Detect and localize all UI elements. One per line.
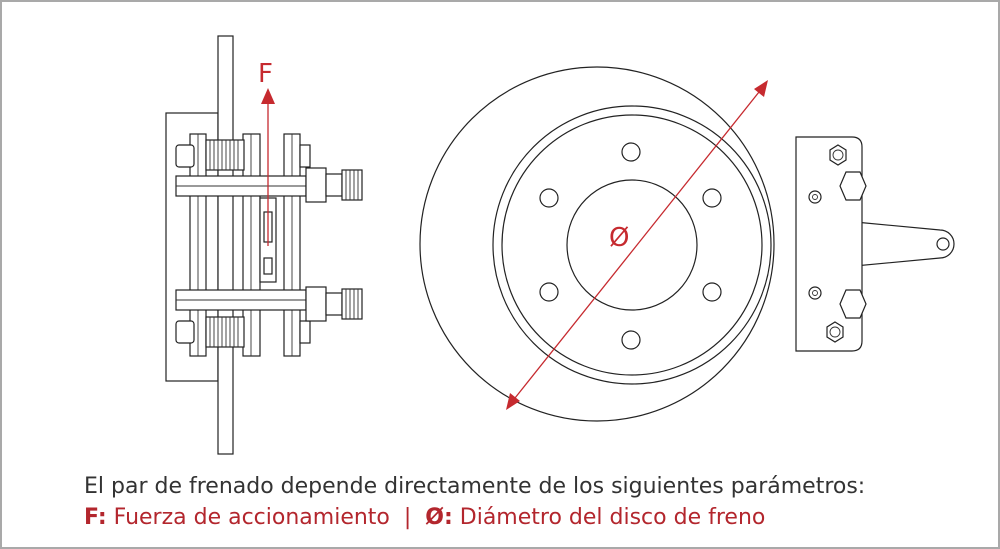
caliper-bolt-upper [839,171,867,201]
disc-side-view [217,35,234,455]
adjust-nut-upper [305,167,327,203]
force-description: Fuerza de accionamiento [106,505,390,530]
adjust-washer-lower [325,292,343,316]
diameter-arrow-head-lower [506,393,520,410]
bolt-hole-6 [539,188,559,208]
nut-lower-inner [299,320,311,344]
bolt-hole-4 [621,330,641,350]
disc-hub-ring-inner [501,114,763,376]
caliper-arm [854,221,955,267]
adjust-washer-upper [325,173,343,197]
caliper-pin-upper [808,190,822,204]
diameter-description: Diámetro del disco de freno [452,505,766,530]
caliper-body [795,136,863,352]
force-arrow-head [261,88,275,104]
caption-separator: | [389,505,426,530]
nut-upper-inner [299,144,311,168]
disc-hub-ring-outer [492,105,772,385]
adjust-nut-lower [305,286,327,322]
caliper-pin-lower [808,286,822,300]
diameter-label: Ø [609,223,629,253]
brake-disc [419,66,775,422]
piston-slot-lower [263,257,273,275]
bolt-head-lower-left [175,320,195,344]
bolt-hole-3 [702,282,722,302]
force-label: F [258,59,273,89]
caliper-nut-top [829,144,847,166]
caliper-nut-bottom [826,321,844,343]
caption-line-2: F: Fuerza de accionamiento | Ø: Diámetro… [84,505,765,530]
caliper-bar-2 [242,133,261,357]
caliper-arm-hole [936,237,950,251]
bolt-hole-5 [539,282,559,302]
bolt-hole-1 [621,142,641,162]
caliper-side-view: F [165,35,363,455]
diameter-arrow [514,91,760,399]
diameter-key: Ø: [425,505,453,530]
caliper-bolt-lower [839,289,867,319]
adjust-bolt-upper [341,169,363,201]
bolt-head-upper-left [175,144,195,168]
bolt-hole-2 [702,188,722,208]
caption-line-1: El par de frenado depende directamente d… [84,474,866,499]
force-key: F: [84,505,107,530]
hub-center [566,179,698,311]
diameter-arrow-head-upper [754,80,768,97]
disc-front-view: Ø [419,66,955,422]
adjust-bolt-lower [341,288,363,320]
